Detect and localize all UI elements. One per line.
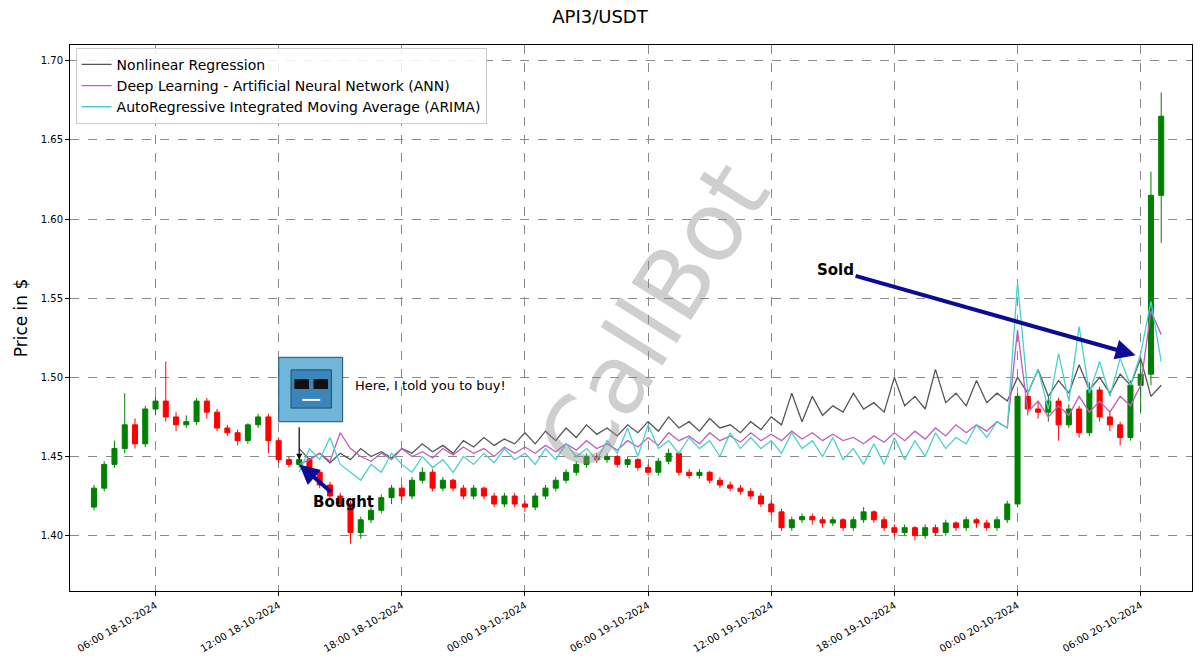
- svg-text:06:00 19-10-2024: 06:00 19-10-2024: [568, 600, 652, 655]
- svg-text:18:00 19-10-2024: 18:00 19-10-2024: [814, 600, 898, 655]
- svg-text:CallBot: CallBot: [516, 143, 792, 492]
- svg-text:Bought: Bought: [313, 493, 374, 511]
- svg-text:Sold: Sold: [817, 261, 854, 279]
- svg-text:1.70: 1.70: [41, 55, 63, 66]
- svg-text:18:00 18-10-2024: 18:00 18-10-2024: [322, 600, 406, 655]
- svg-text:API3/USDT: API3/USDT: [552, 6, 648, 27]
- svg-text:Nonlinear Regression: Nonlinear Regression: [117, 57, 266, 73]
- svg-text:1.40: 1.40: [41, 530, 63, 541]
- svg-text:06:00 20-10-2024: 06:00 20-10-2024: [1061, 600, 1145, 655]
- svg-text:Price in $: Price in $: [11, 279, 31, 358]
- svg-text:Here, I told you to buy!: Here, I told you to buy!: [355, 378, 506, 393]
- svg-text:06:00 18-10-2024: 06:00 18-10-2024: [75, 600, 159, 655]
- svg-text:12:00 19-10-2024: 12:00 19-10-2024: [691, 600, 775, 655]
- svg-text:00:00 20-10-2024: 00:00 20-10-2024: [937, 600, 1021, 655]
- svg-text:1.50: 1.50: [41, 372, 63, 383]
- svg-text:00:00 19-10-2024: 00:00 19-10-2024: [445, 600, 529, 655]
- svg-text:1.45: 1.45: [41, 451, 63, 462]
- svg-text:1.65: 1.65: [41, 134, 63, 145]
- svg-text:1.55: 1.55: [41, 293, 63, 304]
- svg-text:1.60: 1.60: [41, 214, 63, 225]
- svg-text:AutoRegressive Integrated Movi: AutoRegressive Integrated Moving Average…: [117, 99, 481, 115]
- svg-text:Deep Learning - Artificial Neu: Deep Learning - Artificial Neural Networ…: [117, 78, 450, 94]
- svg-text:12:00 18-10-2024: 12:00 18-10-2024: [199, 600, 283, 655]
